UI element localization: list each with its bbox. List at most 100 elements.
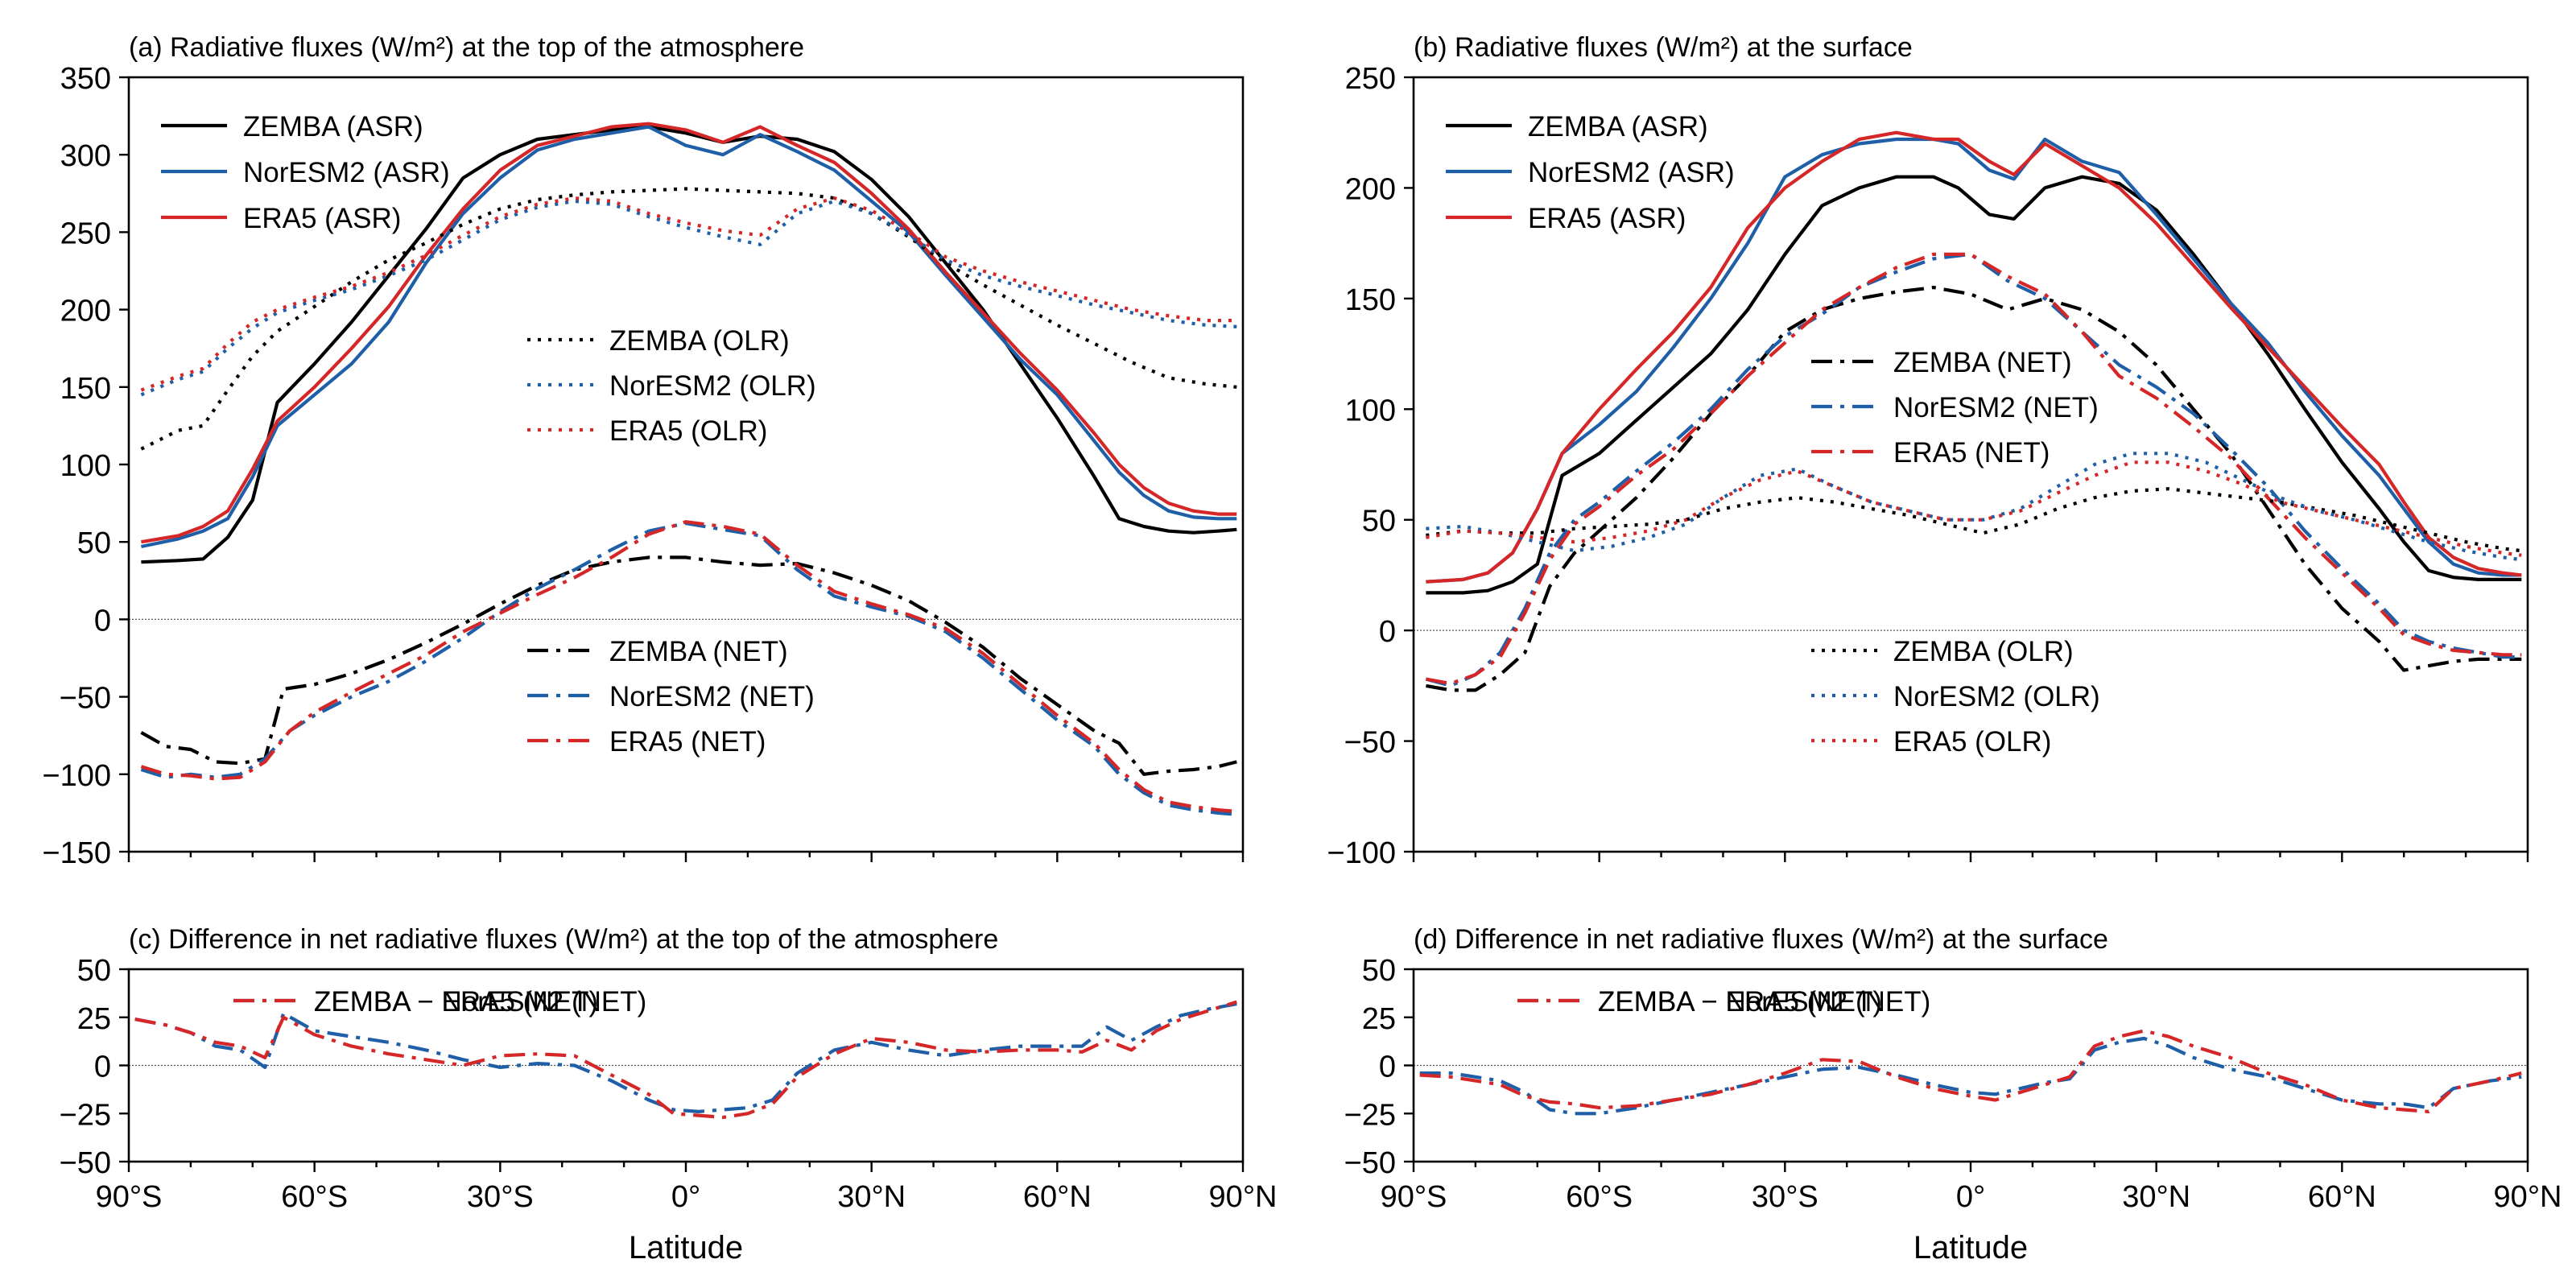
x-tick-label: 30°S xyxy=(467,1180,534,1214)
x-tick-label: 60°S xyxy=(1566,1180,1633,1214)
y-tick-label: −150 xyxy=(42,836,111,870)
series-era5-asr xyxy=(141,122,1237,544)
series-era5-net xyxy=(1426,252,2522,686)
panel-a: (a) Radiative fluxes (W/m²) at the top o… xyxy=(42,32,1245,870)
y-tick-label: −50 xyxy=(1344,726,1396,760)
series-era5-olr xyxy=(140,196,1237,392)
y-tick-label: 300 xyxy=(60,139,111,173)
series-zemba-noresm2-net xyxy=(1419,1036,2522,1116)
legend-label: NorESM2 (OLR) xyxy=(1893,681,2100,712)
legend-label: ZEMBA (NET) xyxy=(609,636,788,667)
legend-label: ERA5 (NET) xyxy=(609,726,766,758)
y-tick-label: −25 xyxy=(1344,1098,1396,1132)
x-tick-label: 30°S xyxy=(1752,1180,1818,1214)
legend-label: ERA5 (ASR) xyxy=(1528,203,1686,234)
legend-d-1: ZEMBA − NorESM2 (NET)ZEMBA − ERA5 (NET) xyxy=(1517,986,1930,1018)
x-tick-label: 0° xyxy=(1956,1180,1985,1214)
y-tick-label: −50 xyxy=(60,682,111,716)
y-tick-label: 0 xyxy=(1379,615,1396,649)
series-era5-asr xyxy=(1426,130,2522,584)
y-tick-label: 250 xyxy=(1345,62,1396,96)
legend-label: NorESM2 (OLR) xyxy=(609,370,816,402)
panel-c-title: (c) Difference in net radiative fluxes (… xyxy=(129,924,998,955)
panel-d: (d) Difference in net radiative fluxes (… xyxy=(1344,924,2562,1265)
y-tick-label: 100 xyxy=(60,449,111,483)
panel-c: (c) Difference in net radiative fluxes (… xyxy=(60,924,1278,1265)
y-tick-label: 25 xyxy=(1362,1002,1396,1036)
series-noresm2-asr xyxy=(140,125,1237,549)
y-tick-label: 0 xyxy=(1379,1051,1396,1084)
legend-a-3: ZEMBA (NET) NorESM2 (NET) ERA5 (NET) xyxy=(527,636,815,758)
y-tick-label: −50 xyxy=(1344,1146,1396,1180)
y-tick-label: 250 xyxy=(60,217,111,250)
y-tick-label: 50 xyxy=(77,954,111,988)
y-tick-label: 100 xyxy=(1345,394,1396,427)
plot-frame xyxy=(1412,968,2529,1163)
legend-label: ERA5 (ASR) xyxy=(243,203,401,234)
series-noresm2-asr xyxy=(1426,137,2522,584)
legend-label: NorESM2 (ASR) xyxy=(243,157,450,188)
legend-label: ZEMBA − NorESM2 (NET) xyxy=(314,986,646,1018)
y-tick-label: 200 xyxy=(60,295,111,328)
y-tick-label: 350 xyxy=(60,62,111,96)
y-tick-label: 0 xyxy=(94,1051,111,1084)
legend-b-2: ZEMBA (NET) NorESM2 (NET) ERA5 (NET) xyxy=(1811,347,2099,469)
y-tick-label: −100 xyxy=(42,759,111,793)
panel-b-title: (b) Radiative fluxes (W/m²) at the surfa… xyxy=(1414,32,1913,63)
x-tick-label: 0° xyxy=(671,1180,700,1214)
panel-b: (b) Radiative fluxes (W/m²) at the surfa… xyxy=(1327,32,2529,870)
legend-b-3: ZEMBA (OLR) NorESM2 (OLR) ERA5 (OLR) xyxy=(1811,636,2100,758)
series-era5-net xyxy=(140,520,1237,814)
x-tick-label: 90°S xyxy=(1381,1180,1447,1214)
x-tick-label: 60°N xyxy=(2308,1180,2376,1214)
y-tick-label: 150 xyxy=(60,372,111,406)
series-zemba-era5-net xyxy=(1419,1029,2522,1114)
panel-d-title: (d) Difference in net radiative fluxes (… xyxy=(1414,924,2108,955)
plot-frame xyxy=(127,76,1245,853)
legend-b-1: ZEMBA (ASR) NorESM2 (ASR) ERA5 (ASR) xyxy=(1446,111,1735,234)
y-tick-label: 0 xyxy=(94,604,111,638)
legend-label: ERA5 (OLR) xyxy=(609,415,767,447)
y-tick-label: 50 xyxy=(1362,505,1396,539)
x-tick-label: 90°N xyxy=(1209,1180,1278,1214)
legend-label: ZEMBA (OLR) xyxy=(609,325,790,357)
x-tick-label: 60°N xyxy=(1023,1180,1092,1214)
y-tick-label: 150 xyxy=(1345,283,1396,317)
series-zemba-net xyxy=(1426,286,2522,692)
series-zemba-asr xyxy=(1426,175,2522,595)
y-tick-label: −50 xyxy=(60,1146,111,1180)
x-tick-label: 30°N xyxy=(837,1180,906,1214)
legend-c-1: ZEMBA − NorESM2 (NET)ZEMBA − ERA5 (NET) xyxy=(233,986,646,1018)
x-axis-label: Latitude xyxy=(1913,1230,2028,1265)
series-zemba-era5-net xyxy=(134,1000,1237,1120)
plot-frame xyxy=(127,968,1245,1163)
legend-label: ZEMBA (ASR) xyxy=(1528,111,1708,142)
legend-label: NorESM2 (NET) xyxy=(1893,392,2099,423)
legend-a-2: ZEMBA (OLR) NorESM2 (OLR) ERA5 (OLR) xyxy=(527,325,816,447)
legend-a-1: ZEMBA (ASR) NorESM2 (ASR) ERA5 (ASR) xyxy=(161,111,450,234)
series-noresm2-olr xyxy=(1426,452,2522,562)
legend-label: NorESM2 (ASR) xyxy=(1528,157,1735,188)
x-tick-label: 90°S xyxy=(96,1180,163,1214)
series-zemba-noresm2-net xyxy=(134,1001,1237,1114)
y-tick-label: −25 xyxy=(60,1098,111,1132)
series-zemba-olr xyxy=(1426,487,2522,553)
legend-label: ZEMBA (NET) xyxy=(1893,347,2072,378)
y-tick-label: 25 xyxy=(77,1002,111,1036)
plot-frame xyxy=(1412,76,2529,853)
legend-label: ZEMBA − NorESM2 (NET) xyxy=(1598,986,1930,1018)
x-tick-label: 60°S xyxy=(281,1180,348,1214)
series-zemba-olr xyxy=(140,187,1237,451)
series-zemba-net xyxy=(140,555,1237,776)
series-noresm2-net xyxy=(140,521,1237,816)
legend-label: ERA5 (NET) xyxy=(1893,437,2050,469)
y-tick-label: 200 xyxy=(1345,172,1396,206)
series-noresm2-net xyxy=(1425,252,2522,688)
x-tick-label: 90°N xyxy=(2494,1180,2562,1214)
legend-label: ZEMBA (ASR) xyxy=(243,111,423,142)
y-tick-label: −100 xyxy=(1327,836,1396,870)
y-tick-label: 50 xyxy=(1362,954,1396,988)
legend-label: NorESM2 (NET) xyxy=(609,681,815,712)
legend-label: ERA5 (OLR) xyxy=(1893,726,2051,758)
